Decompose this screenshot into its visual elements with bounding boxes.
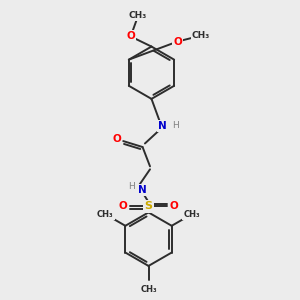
Text: CH₃: CH₃ <box>97 210 114 219</box>
Text: N: N <box>158 121 167 131</box>
Text: CH₃: CH₃ <box>183 210 200 219</box>
Text: H: H <box>128 182 135 191</box>
Text: O: O <box>119 202 128 212</box>
Text: O: O <box>169 202 178 212</box>
Text: H: H <box>172 121 178 130</box>
Text: O: O <box>126 32 135 41</box>
Text: N: N <box>138 185 146 195</box>
Text: CH₃: CH₃ <box>192 31 210 40</box>
Text: CH₃: CH₃ <box>129 11 147 20</box>
Text: S: S <box>145 202 152 212</box>
Text: CH₃: CH₃ <box>140 285 157 294</box>
Text: O: O <box>173 37 182 46</box>
Text: O: O <box>112 134 121 144</box>
